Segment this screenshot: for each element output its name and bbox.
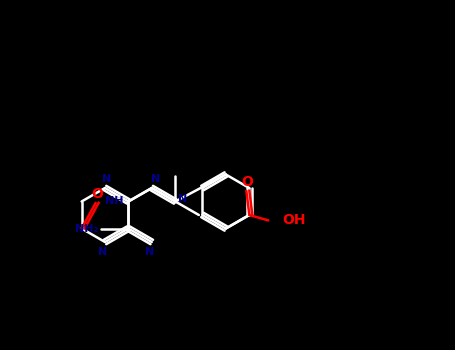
- Text: N: N: [151, 174, 161, 184]
- Text: NH: NH: [105, 196, 124, 206]
- Text: NH₂: NH₂: [75, 224, 98, 233]
- Text: N: N: [102, 174, 111, 184]
- Text: N: N: [98, 247, 108, 257]
- Text: N: N: [178, 194, 187, 203]
- Text: O: O: [91, 187, 104, 201]
- Text: O: O: [242, 175, 253, 189]
- Text: OH: OH: [282, 214, 306, 228]
- Text: N: N: [145, 247, 154, 257]
